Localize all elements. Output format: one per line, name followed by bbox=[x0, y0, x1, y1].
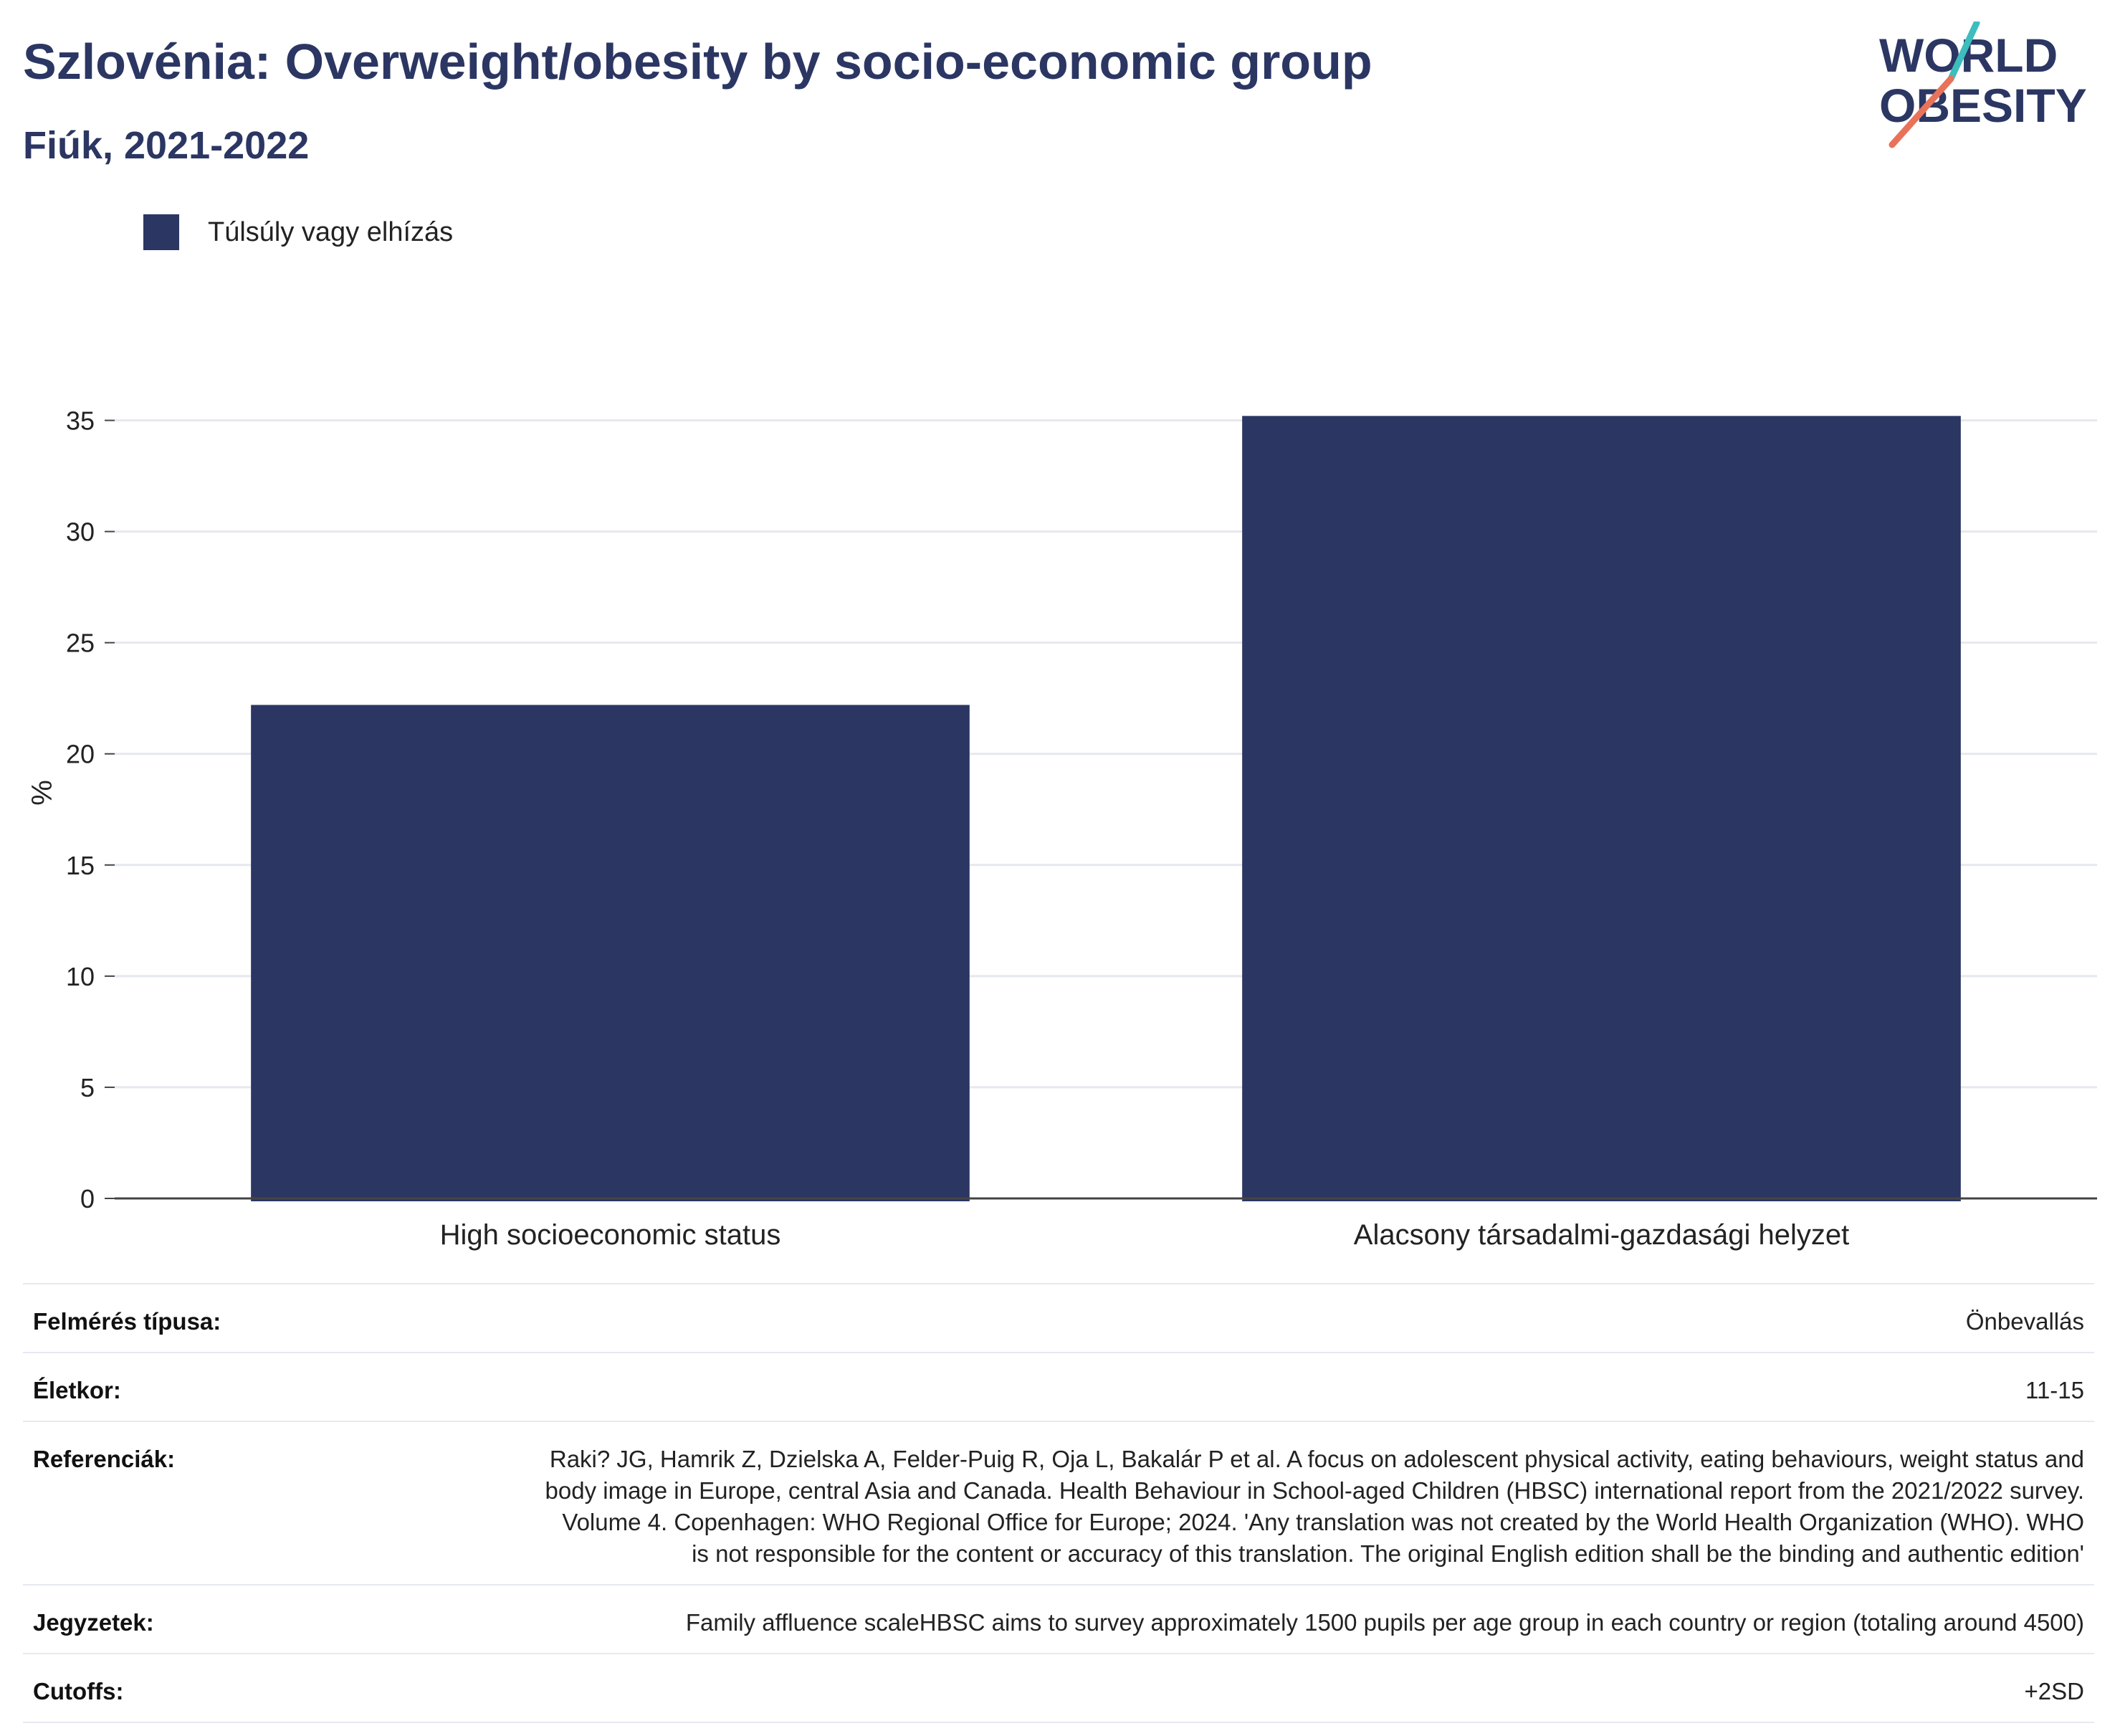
legend-label: Túlsúly vagy elhízás bbox=[208, 216, 454, 247]
metadata-table: Felmérés típusa: Önbevallás Életkor: 11-… bbox=[23, 1283, 2094, 1723]
metadata-label: Referenciák: bbox=[33, 1446, 176, 1472]
bar-chart: 0 5 10 15 20 25 30 35 High socioeconomic status A… bbox=[27, 406, 2097, 1251]
y-tick-label: 20 bbox=[66, 740, 95, 769]
metadata-label: Jegyzetek: bbox=[33, 1609, 154, 1636]
y-axis-label: % bbox=[27, 780, 58, 806]
y-tick-label: 5 bbox=[80, 1073, 95, 1102]
metadata-value: Raki? JG, Hamrik Z, Dzielska A, Felder-P… bbox=[545, 1446, 2084, 1567]
metadata-row-references: Referenciák: Raki? JG, Hamrik Z, Dzielsk… bbox=[23, 1421, 2094, 1584]
metadata-label: Cutoffs: bbox=[33, 1678, 124, 1704]
metadata-row-survey-type: Felmérés típusa: Önbevallás bbox=[23, 1283, 2094, 1352]
y-tick-label: 15 bbox=[66, 851, 95, 880]
x-category-label: Alacsony társadalmi-gazdasági helyzet bbox=[1354, 1219, 1849, 1251]
y-tick-label: 10 bbox=[66, 962, 95, 991]
metadata-row-notes: Jegyzetek: Family affluence scaleHBSC ai… bbox=[23, 1584, 2094, 1653]
metadata-label: Életkor: bbox=[33, 1377, 121, 1403]
logo-slash-top bbox=[1947, 22, 1980, 82]
bar bbox=[251, 705, 970, 1201]
metadata-label: Felmérés típusa: bbox=[33, 1308, 221, 1335]
metadata-row-age: Életkor: 11-15 bbox=[23, 1352, 2094, 1421]
world-obesity-logo: WORLD OBESITY bbox=[1879, 22, 2087, 148]
metadata-value: Önbevallás bbox=[1965, 1308, 2084, 1335]
legend-swatch bbox=[143, 214, 179, 250]
y-tick-label: 25 bbox=[66, 629, 95, 658]
logo-slash-bottom bbox=[1889, 75, 1954, 148]
y-tick-label: 35 bbox=[66, 406, 95, 436]
metadata-value: Family affluence scaleHBSC aims to surve… bbox=[685, 1609, 2084, 1636]
y-tick-label: 0 bbox=[80, 1184, 95, 1213]
x-category-label: High socioeconomic status bbox=[440, 1219, 781, 1251]
metadata-value: +2SD bbox=[2024, 1678, 2084, 1704]
metadata-value: 11-15 bbox=[2025, 1377, 2084, 1403]
page-title: Szlovénia: Overweight/obesity by socio-e… bbox=[23, 34, 1372, 90]
page-subtitle: Fiúk, 2021-2022 bbox=[23, 124, 310, 167]
chart-legend: Túlsúly vagy elhízás bbox=[143, 214, 453, 251]
y-tick-label: 30 bbox=[66, 518, 95, 547]
bar bbox=[1242, 416, 1961, 1201]
metadata-row-cutoffs: Cutoffs: +2SD bbox=[23, 1653, 2094, 1723]
